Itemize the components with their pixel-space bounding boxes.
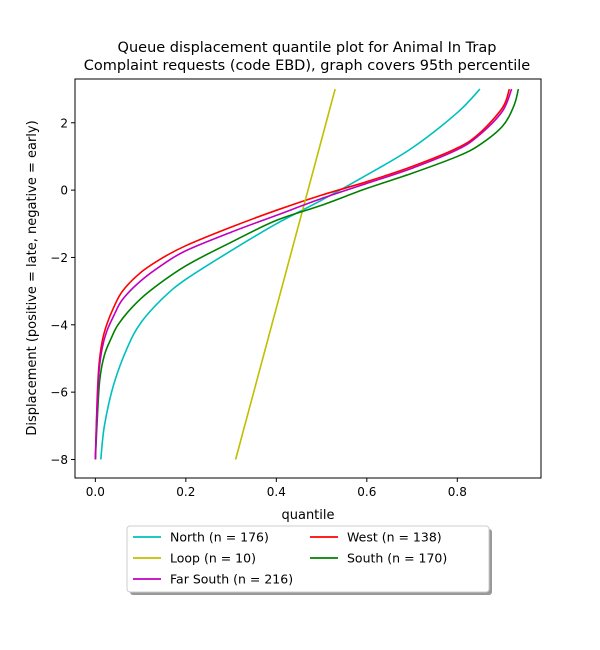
legend-label: Loop (n = 10) xyxy=(170,551,256,566)
plot-frame xyxy=(74,78,542,479)
y-tick-label: −2 xyxy=(50,251,68,265)
y-tick-label: −6 xyxy=(50,386,68,400)
series-line-1 xyxy=(94,88,511,460)
y-tick-label: −8 xyxy=(50,453,68,467)
x-axis: 0.0 0.2 0.4 0.6 0.8 xyxy=(86,478,467,499)
legend-label: West (n = 138) xyxy=(347,530,442,545)
x-tick-label: 0.4 xyxy=(267,485,286,499)
series-line-0 xyxy=(99,88,481,460)
y-tick-label: 0 xyxy=(60,184,68,198)
legend-box xyxy=(126,525,490,593)
legend: North (n = 176) West (n = 138) Loop (n = 1… xyxy=(126,525,492,595)
y-tick-label: −4 xyxy=(50,318,68,332)
series-layer xyxy=(94,88,520,460)
chart-title-line-1: Queue displacement quantile plot for Ani… xyxy=(118,40,497,56)
x-tick-label: 0.6 xyxy=(357,485,376,499)
x-tick-label: 0.0 xyxy=(86,485,105,499)
legend-label: South (n = 170) xyxy=(347,551,447,566)
x-tick-label: 0.8 xyxy=(448,485,467,499)
series-line-3 xyxy=(94,88,520,460)
chart-title-line-2: Complaint requests (code EBD), graph cov… xyxy=(84,58,530,74)
series-line-2 xyxy=(234,88,336,460)
y-axis: −8 −6 −4 −2 0 2 xyxy=(50,116,75,467)
legend-items: North (n = 176) West (n = 138) Loop (n = 1… xyxy=(133,530,447,587)
y-axis-label: Displacement (positive = late, negative … xyxy=(25,120,40,435)
x-axis-label: quantile xyxy=(281,508,334,523)
legend-label: Far South (n = 216) xyxy=(170,572,293,587)
x-tick-label: 0.2 xyxy=(176,485,195,499)
y-tick-label: 2 xyxy=(60,116,68,130)
series-line-4 xyxy=(94,88,513,460)
legend-label: North (n = 176) xyxy=(170,530,269,545)
